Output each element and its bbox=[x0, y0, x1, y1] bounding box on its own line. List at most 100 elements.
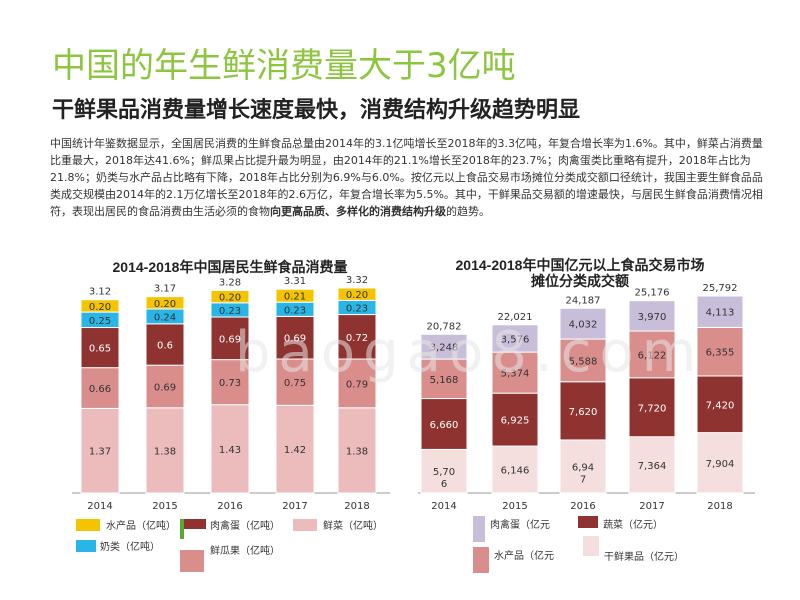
left-total-label-2016: 3.28 bbox=[219, 277, 241, 288]
left-bar-label-3-2018: 0.72 bbox=[346, 333, 368, 344]
left-total-label-2015: 3.17 bbox=[154, 284, 176, 295]
left-legend-label-2: 肉禽蛋（亿吨） bbox=[210, 519, 280, 532]
left-bar-seg-3-2014 bbox=[80, 327, 120, 369]
left-total-label-2017: 3.31 bbox=[284, 276, 306, 287]
left-bar-seg-2-2015 bbox=[145, 364, 185, 409]
right-legend-swatch-1 bbox=[473, 516, 485, 542]
right-bar-label-1-2014: 5,70 6 bbox=[433, 467, 455, 490]
left-bar-seg-2-2014 bbox=[80, 367, 120, 409]
right-bar-label-3-2016: 5,588 bbox=[569, 356, 598, 367]
left-legend-swatch-5 bbox=[180, 550, 204, 572]
left-legend-swatch-2 bbox=[184, 519, 206, 529]
right-bar-seg-3-2015 bbox=[491, 351, 539, 394]
right-chart-title-line2: 摊位分类成交额 bbox=[531, 273, 629, 289]
right-bar-seg-3-2016 bbox=[559, 338, 607, 383]
left-bar-seg-5-2015 bbox=[145, 296, 185, 310]
left-bar-label-4-2017: 0.23 bbox=[284, 305, 306, 316]
left-bar-label-3-2015: 0.6 bbox=[157, 340, 173, 351]
left-bar-label-3-2016: 0.69 bbox=[219, 334, 241, 345]
left-bar-label-2-2015: 0.69 bbox=[154, 382, 176, 393]
right-bar-label-3-2017: 6,122 bbox=[638, 350, 667, 361]
left-bar-seg-2-2017 bbox=[275, 358, 315, 406]
left-bar-seg-3-2015 bbox=[145, 323, 185, 366]
left-x-tick-2018: 2018 bbox=[344, 501, 369, 512]
left-bar-label-2-2016: 0.73 bbox=[219, 378, 241, 389]
right-bar-label-1-2018: 7,904 bbox=[706, 459, 735, 470]
right-bar-seg-1-2014 bbox=[420, 448, 468, 494]
right-bar-seg-4-2016 bbox=[559, 307, 607, 340]
right-bar-seg-3-2014 bbox=[420, 358, 468, 400]
right-legend-swatch-4 bbox=[583, 536, 599, 556]
right-bar-seg-2-2014 bbox=[420, 398, 468, 450]
left-bar-label-4-2014: 0.25 bbox=[89, 316, 111, 327]
right-legend-label-1: 肉禽蛋（亿元 bbox=[490, 518, 550, 531]
left-bar-label-4-2015: 0.24 bbox=[154, 312, 176, 323]
right-x-tick-2018: 2018 bbox=[707, 501, 732, 512]
right-legend-label-4: 干鲜果品（亿元） bbox=[604, 550, 684, 563]
left-bar-seg-1-2015 bbox=[145, 407, 185, 494]
right-chart-title-line1: 2014-2018年中国亿元以上食品交易市场 bbox=[455, 257, 705, 273]
left-bar-label-3-2014: 0.65 bbox=[89, 344, 111, 355]
left-bar-label-2-2017: 0.75 bbox=[284, 378, 306, 389]
right-bar-seg-4-2017 bbox=[628, 300, 676, 332]
left-bar-label-2-2014: 0.66 bbox=[89, 384, 111, 395]
left-bar-seg-2-2016 bbox=[210, 359, 250, 406]
left-total-label-2014: 3.12 bbox=[89, 287, 111, 298]
right-bar-seg-2-2015 bbox=[491, 392, 539, 447]
right-x-tick-2017: 2017 bbox=[639, 501, 664, 512]
right-legend-label-3: 水产品（亿元 bbox=[494, 549, 554, 562]
right-bar-label-2-2018: 7,420 bbox=[706, 400, 735, 411]
right-bar-seg-2-2016 bbox=[559, 381, 607, 441]
left-legend-label-4: 奶类（亿吨） bbox=[100, 540, 160, 553]
left-total-label-2018: 3.32 bbox=[346, 275, 368, 286]
left-bar-seg-1-2018 bbox=[337, 407, 377, 494]
left-bar-label-5-2014: 0.20 bbox=[89, 302, 111, 313]
right-bar-label-2-2014: 6,660 bbox=[430, 420, 459, 431]
left-legend-label-1: 水产品（亿吨） bbox=[106, 519, 176, 532]
left-bar-seg-1-2014 bbox=[80, 407, 120, 494]
right-bar-label-4-2018: 4,113 bbox=[706, 308, 735, 319]
description-paragraph: 中国统计年鉴数据显示，全国居民消费的生鲜食品总量由2014年的3.1亿吨增长至2… bbox=[50, 135, 765, 220]
left-bar-label-5-2016: 0.20 bbox=[219, 293, 241, 304]
left-bar-label-1-2018: 1.38 bbox=[346, 446, 368, 457]
left-bar-label-1-2015: 1.38 bbox=[154, 446, 176, 457]
right-total-label-2017: 25,176 bbox=[635, 288, 670, 299]
left-bar-seg-5-2016 bbox=[210, 289, 250, 304]
left-bar-label-1-2016: 1.43 bbox=[219, 445, 241, 456]
right-bar-label-2-2015: 6,925 bbox=[501, 416, 530, 427]
right-x-tick-2014: 2014 bbox=[431, 501, 456, 512]
right-bar-seg-2-2018 bbox=[696, 375, 744, 434]
right-x-tick-2016: 2016 bbox=[570, 501, 595, 512]
left-legend-swatch-3 bbox=[293, 519, 317, 531]
page-title: 中国的年生鲜消费量大于3亿吨 bbox=[52, 46, 516, 86]
right-bar-seg-1-2017 bbox=[628, 436, 676, 494]
left-x-tick-2017: 2017 bbox=[282, 501, 307, 512]
right-bar-label-2-2017: 7,720 bbox=[638, 403, 667, 414]
left-x-tick-2015: 2015 bbox=[152, 501, 177, 512]
right-bar-seg-4-2018 bbox=[696, 295, 744, 328]
left-bar-label-4-2016: 0.23 bbox=[219, 306, 241, 317]
watermark: baogao8.com bbox=[235, 320, 705, 385]
right-total-label-2018: 25,792 bbox=[703, 283, 738, 294]
left-legend-swatch-1 bbox=[76, 519, 100, 531]
left-bar-seg-2-2018 bbox=[337, 358, 377, 409]
page-subtitle: 干鲜果品消费量增长速度最快，消费结构升级趋势明显 bbox=[52, 98, 581, 123]
paragraph-bold: 向更高品质、多样化的消费结构升级 bbox=[270, 205, 446, 218]
left-bar-label-1-2017: 1.42 bbox=[284, 445, 306, 456]
left-bar-seg-1-2016 bbox=[210, 404, 250, 494]
right-total-label-2015: 22,021 bbox=[498, 312, 533, 323]
left-bar-label-4-2018: 0.23 bbox=[346, 303, 368, 314]
right-total-label-2014: 20,782 bbox=[427, 321, 462, 332]
right-total-label-2016: 24,187 bbox=[566, 295, 601, 306]
right-bar-label-2-2016: 7,620 bbox=[569, 407, 598, 418]
left-bar-seg-3-2017 bbox=[275, 315, 315, 360]
right-bar-seg-1-2016 bbox=[559, 439, 607, 494]
left-legend-label-3: 鲜菜（亿吨） bbox=[323, 519, 383, 532]
left-bar-seg-5-2017 bbox=[275, 288, 315, 303]
right-bar-label-3-2015: 5,374 bbox=[501, 369, 530, 380]
right-legend-swatch-3 bbox=[473, 547, 489, 573]
right-bar-label-1-2016: 6,94 7 bbox=[572, 462, 594, 485]
left-bar-label-5-2015: 0.20 bbox=[154, 299, 176, 310]
right-legend-label-2: 蔬菜（亿元） bbox=[603, 518, 663, 531]
left-x-tick-2016: 2016 bbox=[217, 501, 242, 512]
